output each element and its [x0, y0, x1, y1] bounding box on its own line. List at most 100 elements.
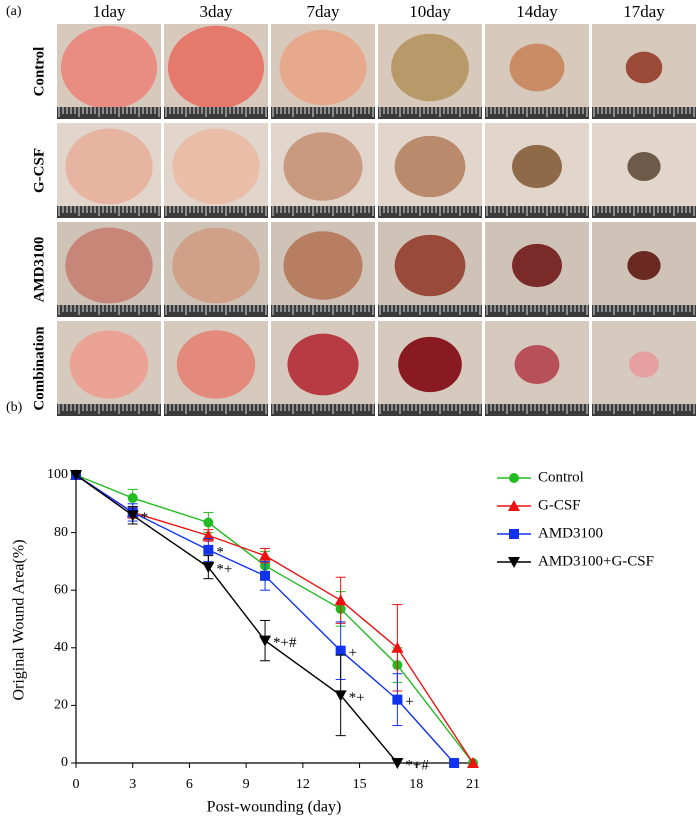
y-tick-label: 60: [54, 582, 68, 597]
wound-photo: [378, 222, 482, 317]
x-tick-label: 3: [129, 777, 136, 792]
significance-label: *+: [349, 690, 365, 706]
wound: [65, 227, 153, 304]
wound: [176, 330, 256, 399]
wound: [391, 33, 469, 102]
column-header: 14day: [516, 2, 558, 21]
ruler: [378, 107, 482, 119]
marker: [259, 549, 272, 561]
wound: [65, 128, 153, 205]
wound: [279, 29, 367, 106]
legend-label: G-CSF: [538, 497, 581, 513]
wound-photo: [271, 321, 375, 416]
ruler: [271, 404, 375, 416]
ruler: [378, 206, 482, 218]
significance-label: *+: [216, 562, 232, 578]
row-label: G-CSF: [31, 148, 47, 193]
ruler: [592, 107, 696, 119]
wound-photo: [378, 321, 482, 416]
significance-label: *: [216, 544, 224, 560]
marker: [202, 562, 215, 574]
marker: [259, 635, 272, 647]
wound-photo: [271, 222, 375, 317]
wound: [172, 128, 260, 205]
row-label: Combination: [31, 326, 47, 411]
wound-photo: [271, 24, 375, 119]
wound: [60, 25, 158, 110]
wound-photo: [485, 24, 589, 119]
wound-photo: [485, 123, 589, 218]
wound-photo: [485, 321, 589, 416]
marker: [508, 500, 520, 511]
column-header: 3day: [199, 2, 233, 21]
y-tick-label: 20: [54, 698, 68, 713]
wound: [509, 43, 565, 92]
x-tick-label: 9: [243, 777, 250, 792]
wound: [627, 251, 661, 280]
wound: [512, 144, 562, 189]
wound: [283, 231, 363, 300]
ruler: [485, 305, 589, 317]
marker: [127, 493, 138, 504]
legend-label: Control: [538, 469, 584, 485]
wound-photo: [57, 24, 161, 119]
significance-label: *+#: [273, 635, 297, 651]
row-label: Control: [31, 47, 47, 97]
ruler: [57, 107, 161, 119]
wound: [512, 243, 562, 288]
marker: [334, 594, 347, 606]
marker: [203, 517, 214, 528]
ruler: [485, 206, 589, 218]
x-tick-label: 6: [186, 777, 193, 792]
x-tick-label: 18: [409, 777, 423, 792]
x-tick-label: 12: [296, 777, 310, 792]
marker: [335, 645, 346, 656]
wound-photo: [57, 123, 161, 218]
wound: [283, 132, 363, 201]
ruler: [164, 206, 268, 218]
row-label: AMD3100: [31, 237, 47, 303]
x-tick-label: 15: [353, 777, 367, 792]
wound-photo: [485, 222, 589, 317]
ruler: [271, 305, 375, 317]
wound: [625, 51, 663, 84]
wound-photo: [164, 24, 268, 119]
wound: [69, 330, 149, 399]
marker: [334, 690, 347, 702]
wound: [287, 333, 359, 396]
wound-photo: [57, 321, 161, 416]
ruler: [378, 305, 482, 317]
marker: [508, 557, 520, 568]
marker: [509, 529, 519, 539]
wound-photo: [378, 24, 482, 119]
legend-label: AMD3100+G-CSF: [538, 553, 654, 569]
ruler: [164, 107, 268, 119]
ruler: [485, 404, 589, 416]
marker: [203, 544, 214, 555]
ruler: [271, 206, 375, 218]
series-line: [75, 474, 398, 764]
wound-photo: [592, 123, 696, 218]
wound: [629, 351, 659, 378]
wound-photo: [57, 222, 161, 317]
wound-photo: [592, 321, 696, 416]
wound-photo: [592, 24, 696, 119]
column-header: 17day: [623, 2, 665, 21]
wound: [167, 25, 265, 110]
wound-photo: [164, 222, 268, 317]
marker: [391, 641, 404, 653]
marker: [70, 470, 82, 481]
wound: [172, 227, 260, 304]
marker: [467, 757, 479, 768]
column-header: 7day: [306, 2, 340, 21]
ruler: [592, 404, 696, 416]
ruler: [164, 404, 268, 416]
x-tick-label: 21: [466, 777, 480, 792]
ruler: [485, 107, 589, 119]
y-tick-label: 80: [54, 525, 68, 540]
marker: [202, 529, 215, 541]
ruler: [378, 404, 482, 416]
panel-label: (a): [6, 4, 22, 19]
ruler: [271, 107, 375, 119]
